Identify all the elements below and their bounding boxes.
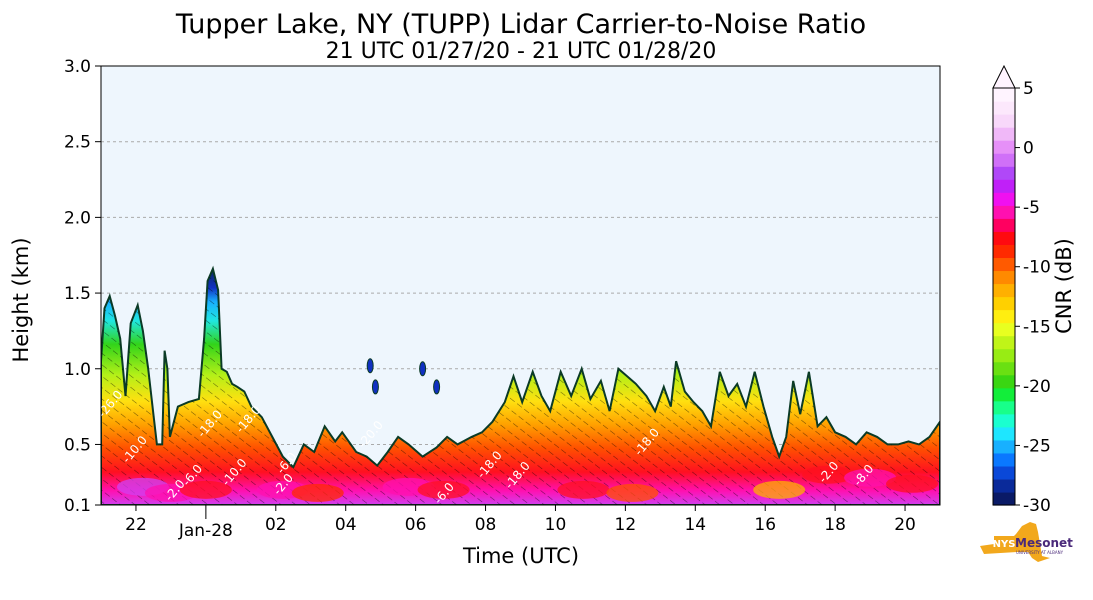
x-tick-label: 12 <box>615 515 637 535</box>
colorbar-tick-label: -10 <box>1023 258 1051 278</box>
colorbar-label: CNR (dB) <box>1052 238 1076 334</box>
colorbar-segment <box>993 127 1015 141</box>
x-tick-label: Jan-28 <box>178 521 233 541</box>
colorbar-segment <box>993 296 1015 311</box>
colorbar-segment <box>993 400 1015 415</box>
colorbar-segment <box>993 387 1015 402</box>
colorbar-tick-label: -25 <box>1023 436 1051 456</box>
colorbar-segment <box>993 283 1015 298</box>
chart-title: Tupper Lake, NY (TUPP) Lidar Carrier-to-… <box>175 9 866 40</box>
colorbar-segment <box>993 179 1015 193</box>
cnr-maximum <box>291 483 344 502</box>
y-tick-label: 0.5 <box>64 435 91 455</box>
x-tick-label: 18 <box>824 515 846 535</box>
y-tick-label: 1.5 <box>64 284 91 304</box>
cnr-maximum <box>557 480 610 499</box>
x-tick-label: 14 <box>684 515 706 535</box>
cnr-maximum <box>753 480 806 499</box>
colorbar-segment <box>993 322 1015 337</box>
colorbar-tick-label: -5 <box>1023 198 1040 218</box>
chart-subtitle: 21 UTC 01/27/20 - 21 UTC 01/28/20 <box>326 39 717 64</box>
colorbar-segment <box>993 439 1015 454</box>
colorbar-segment <box>993 101 1015 115</box>
colorbar-tick-label: 5 <box>1023 79 1034 99</box>
colorbar-segment <box>993 244 1015 259</box>
colorbar-segment <box>993 88 1015 102</box>
colorbar-segment <box>993 166 1015 180</box>
x-tick-label: 08 <box>475 515 497 535</box>
colorbar-segment <box>993 452 1015 467</box>
x-tick-label: 02 <box>265 515 287 535</box>
colorbar-segment <box>993 361 1015 376</box>
logo-university-glyph: UNIVERSITY AT ALBANY <box>1016 550 1064 555</box>
cnr-maximum <box>417 480 470 499</box>
nys-badge <box>994 536 1014 550</box>
colorbar-segment <box>993 192 1015 206</box>
colorbar-segment <box>993 270 1015 285</box>
new-york-state-shape-icon <box>980 522 1050 562</box>
y-tick-label: 0.1 <box>64 496 91 516</box>
x-tick-label: 16 <box>754 515 776 535</box>
cnr-maximum <box>179 480 232 499</box>
x-tick-label: 06 <box>405 515 427 535</box>
contour-lines <box>101 268 940 505</box>
isolated-echo <box>433 379 441 395</box>
x-axis: 22 Jan-28 02 04 06 08 10 12 14 16 18 20 <box>125 505 916 541</box>
colorbar-segment <box>993 491 1015 506</box>
y-tick-label: 2.0 <box>64 208 91 228</box>
colorbar-segment <box>993 140 1015 154</box>
y-axis: 0.1 0.5 1.0 1.5 2.0 2.5 3.0 <box>64 57 101 516</box>
colorbar: 5 0 -5 -10 -15 -20 -25 -30 <box>992 64 1051 516</box>
colorbar-segment <box>993 231 1015 245</box>
cnr-maximum <box>844 468 897 487</box>
colorbar-segment <box>993 335 1015 350</box>
y-tick-label: 1.0 <box>64 360 91 380</box>
cnr-maximum <box>606 483 659 502</box>
colorbar-tick-label: -15 <box>1023 317 1051 337</box>
colorbar-segment <box>993 153 1015 167</box>
isolated-echo <box>366 358 374 374</box>
colorbar-frame <box>992 87 1016 506</box>
colorbar-segment <box>993 114 1015 128</box>
logo-mesonet-glyph: Mesonet <box>1015 536 1073 550</box>
y-tick-label: 3.0 <box>64 57 91 77</box>
colorbar-extend-arrow <box>992 64 1016 89</box>
colorbar-tick-label: -30 <box>1023 496 1051 516</box>
colorbar-segment <box>993 413 1015 428</box>
x-tick-label: 22 <box>125 515 147 535</box>
colorbar-segment <box>993 309 1015 324</box>
cnr-maximum <box>802 465 855 484</box>
x-axis-label: Time (UTC) <box>462 544 579 568</box>
isolated-echo <box>419 361 427 377</box>
colorbar-segment <box>993 218 1015 232</box>
colorbar-segment <box>993 426 1015 441</box>
y-axis-label: Height (km) <box>9 237 33 362</box>
x-tick-label: 10 <box>545 515 567 535</box>
isolated-echo <box>371 379 379 395</box>
cnr-field <box>101 265 940 505</box>
nys-mesonet-logo: NYS Mesonet UNIVERSITY AT ALBANY <box>980 522 1073 562</box>
colorbar-tick-label: 0 <box>1023 139 1034 159</box>
colorbar-tick-label: -20 <box>1023 377 1051 397</box>
y-tick-label: 2.5 <box>64 133 91 153</box>
colorbar-segment <box>993 374 1015 389</box>
colorbar-segment <box>993 478 1015 493</box>
plot-frame <box>100 65 941 506</box>
x-tick-label: 20 <box>894 515 916 535</box>
colorbar-segment <box>993 348 1015 363</box>
colorbar-segment <box>993 465 1015 480</box>
cnr-maximum <box>886 474 939 493</box>
colorbar-segment <box>993 205 1015 219</box>
logo-nys-glyph: NYS <box>993 539 1016 550</box>
x-tick-label: 04 <box>335 515 357 535</box>
colorbar-segment <box>993 257 1015 272</box>
